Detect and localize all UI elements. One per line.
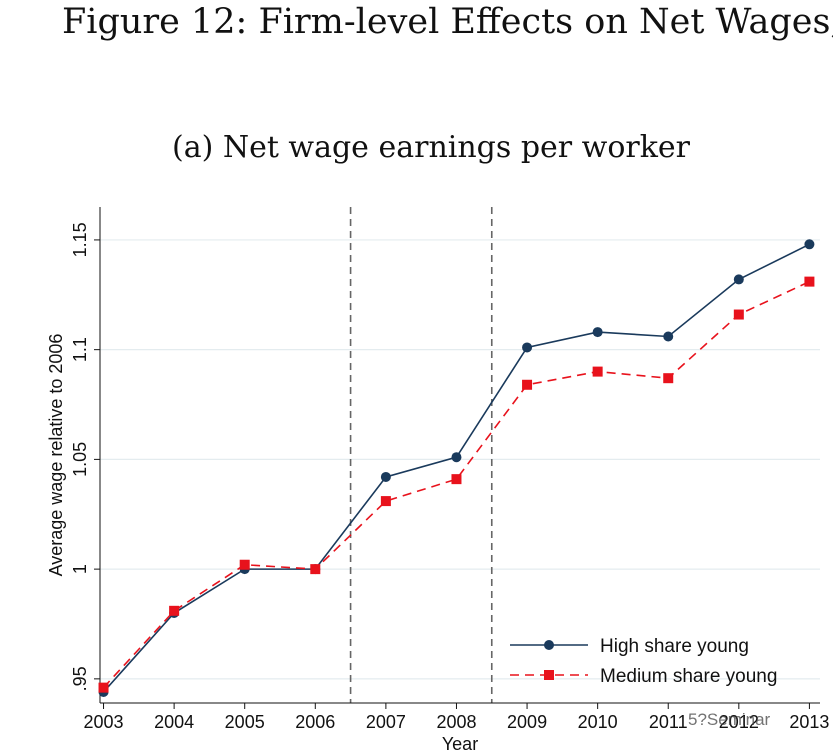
x-tick-label: 2008 <box>436 712 476 732</box>
y-tick-label: 1.15 <box>70 222 90 257</box>
data-point-high-share <box>804 239 815 250</box>
data-point-medium-share <box>380 496 391 507</box>
axes: .95 1 1.05 1.1 1.15 2003 2004 2005 2006 2007 2008 2… <box>70 207 829 732</box>
watermark-text: 5?Seminar <box>688 710 771 729</box>
data-point-medium-share <box>239 559 250 570</box>
x-tick-label: 2013 <box>789 712 829 732</box>
legend-label: High share young <box>600 636 749 657</box>
data-point-high-share <box>451 452 462 463</box>
x-tick-label: 2006 <box>295 712 335 732</box>
data-point-high-share <box>592 327 603 338</box>
legend-marker-circle <box>544 640 554 650</box>
x-tick-label: 2004 <box>154 712 194 732</box>
legend-label: Medium share young <box>600 666 777 687</box>
x-tick-label: 2010 <box>578 712 618 732</box>
y-tick-label: 1 <box>70 564 90 574</box>
x-tick-label: 2007 <box>366 712 406 732</box>
series-line-2 <box>102 280 810 689</box>
figure-title: Figure 12: Firm-level Effects on Net Wag… <box>62 2 833 42</box>
x-tick-label: 2011 <box>649 712 688 732</box>
data-point-medium-share <box>169 605 180 616</box>
x-tick-label: 2003 <box>84 712 124 732</box>
data-point-high-share <box>522 342 533 353</box>
y-tick-label: 1.05 <box>70 442 90 477</box>
data-point-medium-share <box>663 373 674 384</box>
x-tick-label: 2012 <box>719 712 759 732</box>
data-point-medium-share <box>733 309 744 320</box>
legend: High share young Medium share young <box>510 636 777 687</box>
data-point-medium-share <box>804 276 815 287</box>
y-axis-label: Average wage relative to 2006 <box>46 334 66 577</box>
data-point-high-share <box>380 471 391 482</box>
series-group <box>98 239 815 698</box>
chart-title: (a) Net wage earnings per worker <box>171 130 691 165</box>
series-line-1 <box>102 243 810 693</box>
data-point-medium-share <box>522 379 533 390</box>
legend-marker-square <box>544 670 554 680</box>
x-tick-label: 2009 <box>507 712 547 732</box>
y-tick-label: 1.1 <box>70 337 90 362</box>
data-point-high-share <box>733 274 744 285</box>
data-point-medium-share <box>98 682 109 693</box>
data-point-high-share <box>663 331 674 342</box>
x-axis-label: Year <box>442 734 478 753</box>
data-point-medium-share <box>310 564 321 575</box>
y-tick-label: .95 <box>70 666 90 691</box>
data-point-medium-share <box>592 366 603 377</box>
data-point-medium-share <box>451 474 462 485</box>
reference-lines <box>349 207 493 703</box>
x-tick-label: 2005 <box>225 712 265 732</box>
